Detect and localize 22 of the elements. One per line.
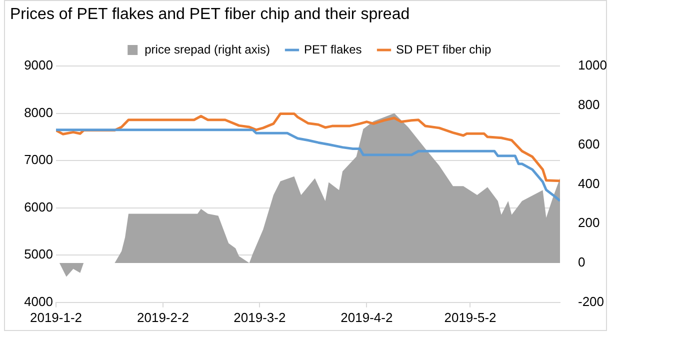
x-tick-label: 2019-1-2 <box>30 310 82 325</box>
y2-tick-label: 400 <box>578 176 600 191</box>
x-tick-label: 2019-5-2 <box>444 310 496 325</box>
y2-tick-label: 1000 <box>578 58 607 73</box>
y2-tick-label: -200 <box>578 294 604 309</box>
y-tick-label: 7000 <box>24 152 53 168</box>
y-tick-label: 5000 <box>24 246 53 262</box>
x-tick-label: 2019-4-2 <box>340 310 393 325</box>
y2-tick-label: 200 <box>578 215 600 230</box>
y2-tick-label: 600 <box>578 136 600 152</box>
chart-title: Prices of PET flakes and PET fiber chip and their spread <box>10 6 410 24</box>
y2-tick-label: 0 <box>578 254 586 270</box>
y-tick-label: 6000 <box>24 199 53 214</box>
y2-tick-label: 800 <box>578 96 600 112</box>
x-tick-label: 2019-2-2 <box>136 310 190 325</box>
y-tick-label: 9000 <box>24 58 53 73</box>
legend-label: SD PET fiber chip <box>396 42 492 56</box>
x-tick-label: 2019-3-2 <box>234 310 286 325</box>
y-tick-label: 8000 <box>24 104 53 120</box>
legend-label: PET flakes <box>304 42 362 56</box>
legend-label: price srepad (right axis) <box>144 42 270 56</box>
y-tick-label: 4000 <box>24 294 53 309</box>
